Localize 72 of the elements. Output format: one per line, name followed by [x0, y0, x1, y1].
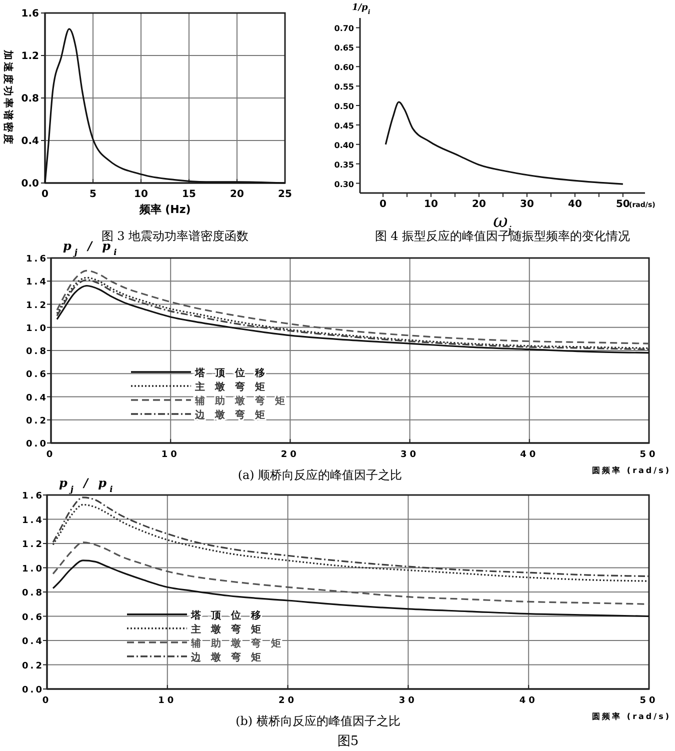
x-tick-label: 0: [46, 450, 56, 460]
text: 主墩弯矩: [194, 381, 275, 393]
y-tick-label: 0.70: [334, 24, 354, 34]
x-tick-label: 20: [278, 696, 298, 706]
y-tick-label: 0.4: [26, 393, 48, 404]
x-tick-label: 30: [398, 696, 418, 706]
x-tick-label: 40: [520, 450, 539, 460]
x-tick-label: 50: [616, 199, 630, 210]
text: (b) 横桥向反应的峰值因子之比: [236, 714, 400, 728]
y-tick-label: 0.30: [334, 180, 354, 189]
text: 图 3 地震动功率谱密度函数: [101, 229, 249, 243]
caption: 图5: [337, 734, 359, 749]
x-tick-label: 40: [519, 696, 538, 706]
x-tick-label: 15: [182, 189, 196, 200]
x-tick-label: 50: [640, 450, 658, 460]
y-tick-label: 1.6: [21, 8, 40, 20]
y-tick-label: 1.4: [26, 278, 48, 288]
y-tick-label: 0.40: [334, 140, 354, 150]
text: 主墩弯矩: [190, 623, 271, 636]
x-tick-label: 0: [42, 189, 49, 200]
x-tick-label: 20: [472, 199, 486, 210]
x-tick-label: 30: [400, 450, 420, 460]
y-tick-label: 0.55: [334, 82, 354, 92]
x-tick-label: 30: [520, 199, 534, 210]
x-tick-label: 0: [42, 696, 52, 706]
x-tick-label: 20: [230, 189, 244, 200]
x-tick-label: 10: [134, 189, 148, 200]
x-tick-label: 10: [424, 199, 438, 210]
text: 辅助墩弯矩: [190, 637, 291, 650]
x-axis-title: 圆频率 (rad/s): [592, 465, 671, 475]
y-tick-label: 0.2: [22, 661, 44, 672]
y-axis-title: p$_{j}$ / p$_{i}$: [59, 476, 116, 494]
y-tick-label: 0.8: [21, 94, 40, 104]
y-tick-label: 0.0: [21, 178, 40, 190]
y-tick-label: 0.45: [334, 121, 354, 130]
x-axis-title: 圆频率 (rad/s): [592, 711, 671, 721]
x-tick-label: 20: [280, 450, 300, 460]
x-tick-label: 50: [640, 696, 658, 706]
x-axis-title: 频率 (Hz): [138, 203, 191, 216]
y-tick-label: 1.2: [21, 51, 40, 62]
x-tick-label: 5: [90, 189, 97, 200]
y-tick-label: 1.2: [26, 300, 48, 311]
text: 边墩弯矩: [194, 409, 275, 421]
text: (a) 顺桥向反应的峰值因子之比: [238, 468, 402, 482]
y-tick-label: 0.6: [22, 612, 44, 623]
y-tick-label: 1.0: [22, 564, 44, 574]
x-tick-label: 25: [278, 189, 292, 200]
y-tick-label: 0.50: [334, 102, 354, 111]
y-tick-label: 1.4: [22, 516, 44, 526]
x-tick-label: 10: [158, 696, 177, 706]
y-tick-label: 0.8: [26, 347, 48, 357]
text: 边墩弯矩: [190, 651, 271, 664]
y-tick-label: 0.60: [334, 63, 354, 72]
y-tick-label: 0.0: [26, 440, 48, 450]
y-tick-label: 1.0: [26, 324, 48, 334]
y-tick-label: 0.8: [22, 588, 44, 598]
y-tick-label: 0.65: [334, 44, 354, 53]
y-tick-label: 1.6: [22, 492, 44, 502]
y-axis-title: 1/p$_{i}$: [352, 3, 371, 16]
text: 辅助墩弯矩: [194, 395, 295, 407]
y-tick-label: 1.6: [26, 254, 48, 264]
y-tick-label: 0.4: [21, 136, 40, 147]
y-tick-label: 0.0: [22, 686, 44, 696]
y-axis-title: 加速度功率谱密度: [2, 49, 14, 146]
x-tick-label: 40: [568, 199, 582, 210]
x-tick-label: 10: [161, 450, 180, 460]
y-tick-label: 0.2: [26, 416, 48, 426]
y-tick-label: 0.35: [334, 160, 354, 170]
y-tick-label: 0.6: [26, 370, 48, 380]
y-tick-label: 1.2: [22, 540, 44, 550]
y-tick-label: 0.4: [22, 637, 44, 647]
x-tick-label: 0: [380, 199, 387, 210]
